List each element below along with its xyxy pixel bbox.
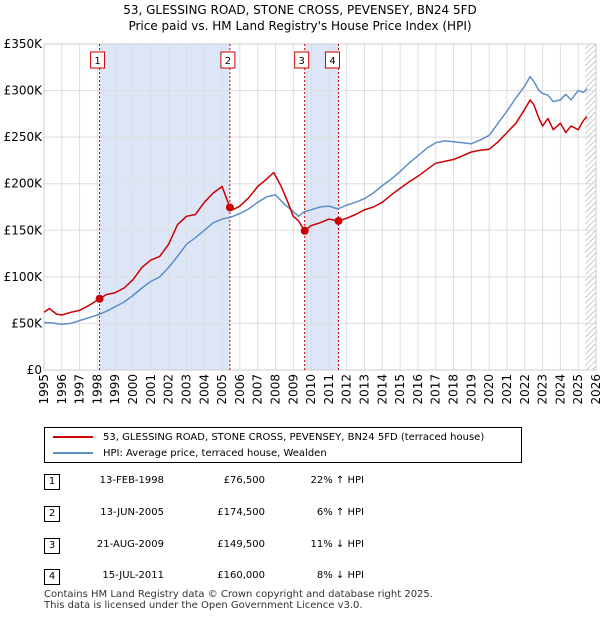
sale-badge-label-3: 3 xyxy=(298,56,304,67)
transaction-price: £76,500 xyxy=(223,475,265,486)
y-tick-label: £300K xyxy=(4,84,44,98)
y-tick-label: £50K xyxy=(11,316,43,330)
plot-frame xyxy=(43,43,597,371)
transaction-date: 21-AUG-2009 xyxy=(96,539,164,550)
transaction-hpi-diff: 8% ↓ HPI xyxy=(316,570,364,581)
x-tick-label: 2006 xyxy=(233,374,247,405)
y-tick-label: £200K xyxy=(4,177,44,191)
x-tick-label: 2023 xyxy=(536,374,550,405)
sale-badge-box-2 xyxy=(220,51,236,69)
sale-badge-box-4 xyxy=(325,51,341,69)
legend: 53, GLESSING ROAD, STONE CROSS, PEVENSEY… xyxy=(44,427,522,463)
sale-point-2 xyxy=(225,203,234,212)
legend-swatch-property xyxy=(53,436,93,438)
y-tick-label: £250K xyxy=(4,130,44,144)
transaction-hpi-diff: 11% ↓ HPI xyxy=(310,539,364,550)
x-tick-label: 2002 xyxy=(162,374,176,405)
x-tick-label: 2026 xyxy=(589,374,600,405)
x-tick-label: 2003 xyxy=(179,374,193,405)
x-tick-label: 1995 xyxy=(37,374,51,405)
transaction-date: 13-FEB-1998 xyxy=(99,475,164,486)
transaction-number: 2 xyxy=(44,506,60,522)
x-tick-label: 2024 xyxy=(553,374,567,405)
footer-attribution: Contains HM Land Registry data © Crown c… xyxy=(44,589,433,611)
chart-title-block: 53, GLESSING ROAD, STONE CROSS, PEVENSEY… xyxy=(0,2,600,34)
transaction-number: 3 xyxy=(44,538,60,554)
table-row: 1 13-FEB-1998 £76,500 22% ↑ HPI xyxy=(44,474,444,490)
sale-badge-box-1 xyxy=(90,51,106,69)
chart-canvas: £0 £50K £100K £150K £200K £250K £300K £350K 1995… xyxy=(4,37,600,405)
sale-point-1 xyxy=(95,294,104,303)
x-tick-label: 2018 xyxy=(447,374,461,405)
sale-badge-label-1: 1 xyxy=(94,56,100,67)
footer-line-licence: This data is licensed under the Open Gov… xyxy=(44,600,363,611)
plot-area: £0 £50K £100K £150K £200K £250K £300K £350K 1995… xyxy=(4,37,600,405)
x-tick-label: 2021 xyxy=(500,374,514,405)
y-tick-label: £100K xyxy=(4,270,44,284)
table-row: 3 21-AUG-2009 £149,500 11% ↓ HPI xyxy=(44,538,444,554)
chart-title: 53, GLESSING ROAD, STONE CROSS, PEVENSEY… xyxy=(123,3,477,17)
x-tick-label: 2017 xyxy=(429,374,443,405)
sale-point-3 xyxy=(300,226,309,235)
sale-badge-box-3 xyxy=(294,51,310,69)
x-tick-label: 2019 xyxy=(464,374,478,405)
transaction-price: £149,500 xyxy=(217,539,265,550)
legend-item-property: 53, GLESSING ROAD, STONE CROSS, PEVENSEY… xyxy=(53,429,484,445)
x-tick-label: 2016 xyxy=(411,374,425,405)
x-tick-label: 2013 xyxy=(358,374,372,405)
transaction-price: £174,500 xyxy=(217,507,265,518)
transaction-price: £160,000 xyxy=(217,570,265,581)
transaction-hpi-diff: 6% ↑ HPI xyxy=(316,507,364,518)
table-row: 2 13-JUN-2005 £174,500 6% ↑ HPI xyxy=(44,506,444,522)
x-tick-label: 2012 xyxy=(340,374,354,405)
x-tick-label: 2014 xyxy=(375,374,389,405)
sale-point-4 xyxy=(334,216,343,225)
x-tick-label: 2009 xyxy=(286,374,300,405)
transaction-date: 15-JUL-2011 xyxy=(102,570,164,581)
shaded-period-1 xyxy=(99,44,230,370)
x-tick-label: 2005 xyxy=(215,374,229,405)
legend-label-property: 53, GLESSING ROAD, STONE CROSS, PEVENSEY… xyxy=(103,431,485,443)
sale-badge-label-2: 2 xyxy=(225,56,231,67)
transaction-hpi-diff: 22% ↑ HPI xyxy=(310,475,364,486)
footer-line-copyright: Contains HM Land Registry data © Crown c… xyxy=(44,589,433,600)
x-tick-label: 2011 xyxy=(322,374,336,405)
x-tick-label: 2000 xyxy=(126,374,140,405)
x-tick-label: 2004 xyxy=(197,374,211,405)
transaction-date: 13-JUN-2005 xyxy=(100,507,164,518)
sale-badge-label-4: 4 xyxy=(329,56,335,67)
legend-swatch-hpi xyxy=(53,452,93,454)
x-tick-label: 2007 xyxy=(251,374,265,405)
x-tick-label: 2015 xyxy=(393,374,407,405)
x-tick-label: 1998 xyxy=(90,374,104,405)
series-line-hpi xyxy=(43,75,588,326)
chart-subtitle: Price paid vs. HM Land Registry's House … xyxy=(128,19,472,33)
transaction-number: 1 xyxy=(44,474,60,490)
x-tick-label: 2010 xyxy=(304,374,318,405)
legend-item-hpi: HPI: Average price, terraced house, Weal… xyxy=(53,445,327,461)
transaction-number: 4 xyxy=(44,569,60,585)
x-tick-label: 1997 xyxy=(73,374,87,405)
x-tick-label: 2020 xyxy=(482,374,496,405)
x-tick-label: 2008 xyxy=(268,374,282,405)
x-tick-label: 2022 xyxy=(518,374,532,405)
series-line-property xyxy=(43,99,588,316)
y-tick-label: £350K xyxy=(4,37,44,51)
x-tick-label: 1996 xyxy=(55,374,69,405)
y-tick-label: £0 xyxy=(27,363,42,377)
x-tick-label: 1999 xyxy=(108,374,122,405)
legend-label-hpi: HPI: Average price, terraced house, Weal… xyxy=(103,447,327,459)
x-tick-label: 2025 xyxy=(571,374,585,405)
table-row: 4 15-JUL-2011 £160,000 8% ↓ HPI xyxy=(44,569,444,585)
y-tick-label: £150K xyxy=(4,223,44,237)
hatched-future-region xyxy=(585,44,596,370)
x-tick-label: 2001 xyxy=(144,374,158,405)
